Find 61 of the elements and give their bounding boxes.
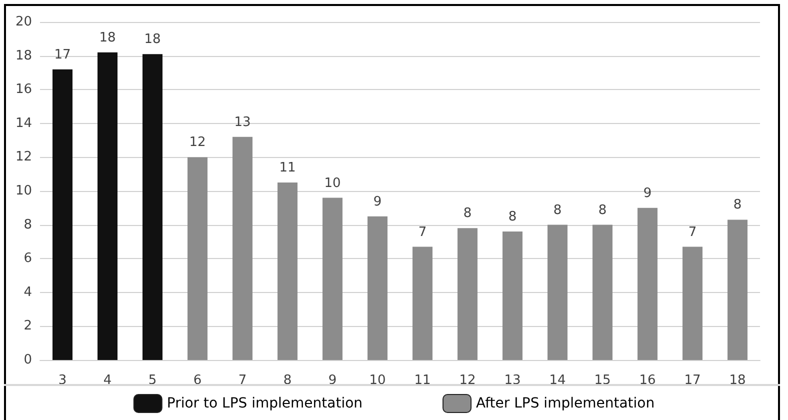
- legend-label: After LPS implementation: [476, 396, 655, 412]
- data-label: 9: [643, 186, 652, 201]
- bar: [412, 246, 432, 360]
- y-tick-label: 10: [15, 184, 32, 198]
- bar: [278, 182, 298, 360]
- y-tick-label: 2: [24, 318, 32, 334]
- x-tick-label: 18: [729, 373, 746, 388]
- x-tick-label: 11: [414, 373, 431, 388]
- data-label: 10: [324, 176, 341, 191]
- bar: [548, 224, 568, 360]
- x-tick-label: 14: [549, 373, 566, 388]
- x-tick-label: 5: [148, 373, 157, 388]
- y-tick-label: 12: [15, 150, 32, 165]
- data-label: 17: [54, 47, 71, 62]
- data-label: 7: [418, 224, 427, 240]
- bar: [142, 54, 162, 360]
- bar: [98, 52, 118, 360]
- bar: [682, 246, 702, 360]
- data-label: 8: [553, 202, 562, 218]
- y-tick-label: 4: [24, 284, 32, 300]
- x-tick-label: 16: [639, 373, 656, 388]
- bar: [232, 136, 252, 360]
- y-tick-label: 0: [24, 352, 32, 368]
- y-tick-label: 20: [15, 14, 32, 30]
- x-tick-label: 6: [193, 373, 202, 388]
- bar: [458, 228, 478, 360]
- data-label: 18: [99, 30, 116, 46]
- x-tick-label: 10: [369, 373, 386, 388]
- bar: [322, 198, 342, 360]
- x-tick-label: 7: [238, 373, 247, 388]
- y-tick-label: 16: [15, 82, 32, 98]
- data-label: 12: [189, 135, 206, 150]
- y-tick-label: 6: [24, 251, 32, 266]
- data-label: 8: [733, 198, 742, 213]
- bar: [188, 157, 208, 360]
- bar: [52, 69, 72, 360]
- bar: [728, 220, 748, 360]
- x-tick-label: 8: [283, 373, 292, 388]
- x-tick-label: 17: [684, 373, 701, 388]
- data-label: 13: [234, 114, 251, 130]
- data-label: 8: [463, 206, 472, 222]
- legend-label: Prior to LPS implementation: [166, 396, 363, 412]
- bar: [592, 224, 612, 360]
- x-tick-label: 3: [58, 373, 67, 388]
- bar: [368, 216, 388, 360]
- y-tick-label: 8: [24, 217, 32, 232]
- bar: [502, 232, 522, 360]
- data-label: 7: [688, 224, 697, 240]
- y-tick-label: 14: [15, 116, 32, 131]
- x-tick-label: 4: [103, 373, 112, 388]
- x-tick-label: 9: [328, 373, 337, 388]
- data-label: 18: [144, 32, 161, 48]
- data-label: 11: [279, 160, 296, 176]
- bar: [638, 208, 658, 360]
- data-label: 9: [373, 194, 382, 210]
- data-label: 8: [598, 202, 607, 218]
- y-tick-label: 18: [15, 48, 32, 64]
- x-tick-label: 15: [594, 373, 611, 388]
- x-tick-label: 12: [459, 373, 476, 388]
- data-label: 8: [508, 210, 517, 225]
- x-tick-label: 13: [504, 373, 521, 388]
